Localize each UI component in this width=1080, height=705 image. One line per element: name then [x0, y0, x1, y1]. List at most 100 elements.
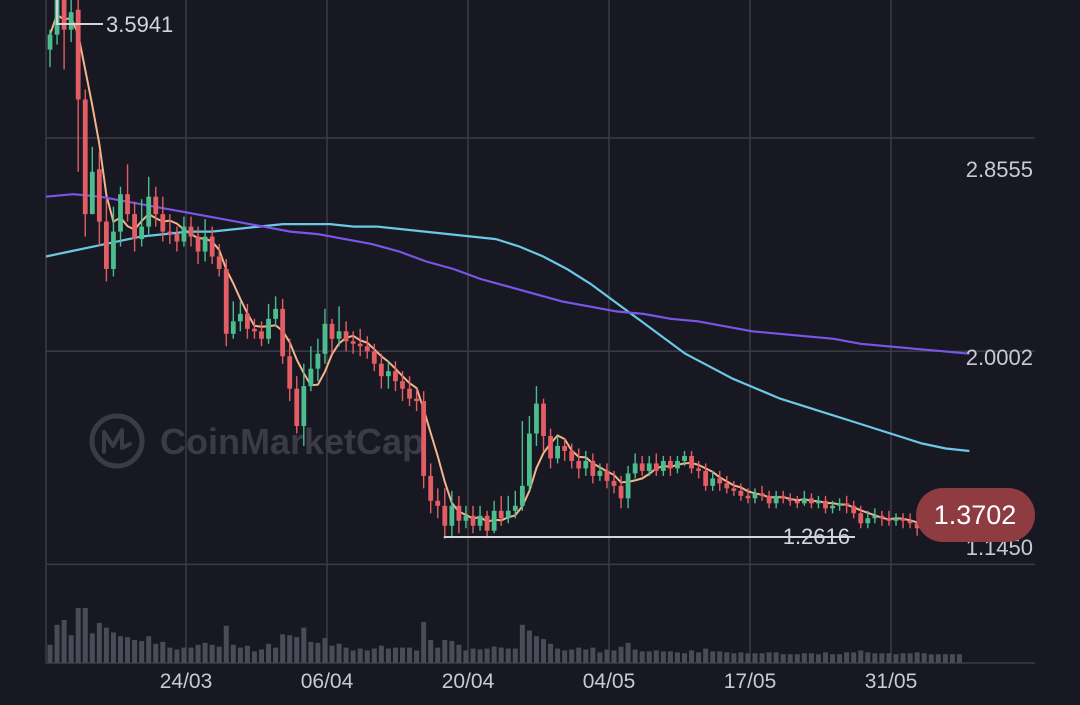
- candle-down: [421, 401, 427, 476]
- candle-up: [646, 463, 652, 471]
- volume-bar: [202, 642, 208, 663]
- volume-bar: [308, 641, 314, 663]
- candle-down: [639, 463, 645, 471]
- volume-bar: [533, 636, 539, 663]
- candle-up: [449, 505, 455, 526]
- volume-bar: [689, 650, 695, 663]
- volume-bar: [371, 648, 377, 663]
- candle-down: [470, 515, 476, 526]
- volume-bar: [322, 638, 328, 663]
- candle-down: [259, 331, 264, 339]
- candle-down: [731, 488, 737, 491]
- candle-down: [745, 495, 751, 499]
- candle-down: [407, 388, 412, 399]
- y-tick-label: 2.8555: [966, 157, 1033, 182]
- volume-bar: [928, 654, 934, 663]
- volume-bar: [731, 653, 737, 663]
- volume-bar: [428, 640, 434, 663]
- candle-down: [216, 256, 222, 269]
- candle-down: [703, 470, 709, 486]
- volume-bar: [576, 647, 582, 663]
- volume-bar: [223, 625, 229, 663]
- candle-down: [167, 231, 173, 235]
- volume-bar: [519, 624, 525, 663]
- candle-down: [287, 356, 293, 389]
- volume-bar: [914, 652, 920, 663]
- volume-bar: [174, 649, 180, 663]
- coinmarketcap-logo-wave: [102, 428, 132, 454]
- volume-bar: [907, 653, 913, 663]
- current-price-text: 1.3702: [934, 500, 1017, 530]
- candle-up: [872, 515, 878, 519]
- candle-down: [252, 328, 257, 332]
- x-tick-label: 04/05: [583, 670, 636, 693]
- candle-down: [851, 505, 857, 514]
- volume-bar: [830, 654, 836, 663]
- volume-bar: [921, 653, 927, 663]
- candle-up: [322, 323, 328, 354]
- volume-bar: [230, 644, 236, 663]
- candle-down: [371, 351, 377, 364]
- volume-bar: [555, 648, 561, 663]
- volume-bar: [674, 652, 680, 663]
- volume-bar: [167, 647, 173, 663]
- low-leader-line: [443, 536, 855, 539]
- volume-bar: [837, 654, 843, 663]
- volume-bar: [442, 640, 448, 663]
- candle-down: [604, 470, 610, 481]
- volume-bar: [667, 651, 673, 663]
- volume-bar: [738, 652, 744, 663]
- volume-bar: [103, 627, 109, 663]
- volume-bar: [414, 650, 420, 663]
- candle-down: [569, 450, 575, 461]
- candle-up: [632, 463, 638, 474]
- candle-up: [597, 470, 603, 476]
- volume-bar: [886, 653, 892, 663]
- candle-down: [498, 510, 504, 519]
- volume-bar: [216, 646, 222, 663]
- ma-mid-line: [45, 223, 970, 453]
- candle-up: [534, 403, 539, 434]
- volume-bar: [385, 648, 391, 663]
- volume-bar: [463, 650, 469, 663]
- volume-bar: [68, 635, 74, 663]
- volume-bar: [89, 633, 95, 663]
- candle-up: [625, 473, 631, 499]
- volume-bar: [449, 640, 455, 663]
- volume-bar: [505, 648, 511, 663]
- volume-bar: [315, 642, 321, 663]
- candle-down: [393, 371, 398, 382]
- candle-up: [111, 231, 116, 269]
- candle-down: [294, 388, 300, 427]
- volume-bar: [273, 647, 279, 663]
- volume-bar: [484, 648, 490, 663]
- x-tick-label: 31/05: [865, 670, 918, 693]
- moving-averages: [45, 13, 970, 527]
- volume-bar: [611, 650, 617, 663]
- candle-down: [590, 460, 596, 476]
- candle-up: [773, 495, 779, 504]
- volume-bar: [364, 650, 370, 663]
- candle-down: [435, 500, 441, 506]
- volume-bar: [160, 641, 166, 663]
- candle-down: [280, 308, 286, 357]
- volume-bar: [858, 650, 864, 663]
- volume-bar: [851, 652, 857, 663]
- candle-down: [900, 518, 906, 521]
- candle-up: [477, 515, 483, 526]
- candle-up: [386, 371, 391, 377]
- volume-bar: [195, 644, 201, 663]
- candle-down: [223, 268, 229, 334]
- candle-up: [801, 498, 807, 504]
- volume-bar: [343, 647, 349, 663]
- volume-bar: [541, 639, 546, 663]
- candle-up: [583, 460, 589, 469]
- candle-down: [562, 445, 568, 451]
- volume-bar: [336, 643, 342, 663]
- volume-bar: [717, 651, 723, 663]
- candle-down: [886, 518, 892, 521]
- volume-bar: [350, 650, 356, 663]
- volume-bar: [259, 649, 264, 663]
- volume-bar: [47, 644, 53, 663]
